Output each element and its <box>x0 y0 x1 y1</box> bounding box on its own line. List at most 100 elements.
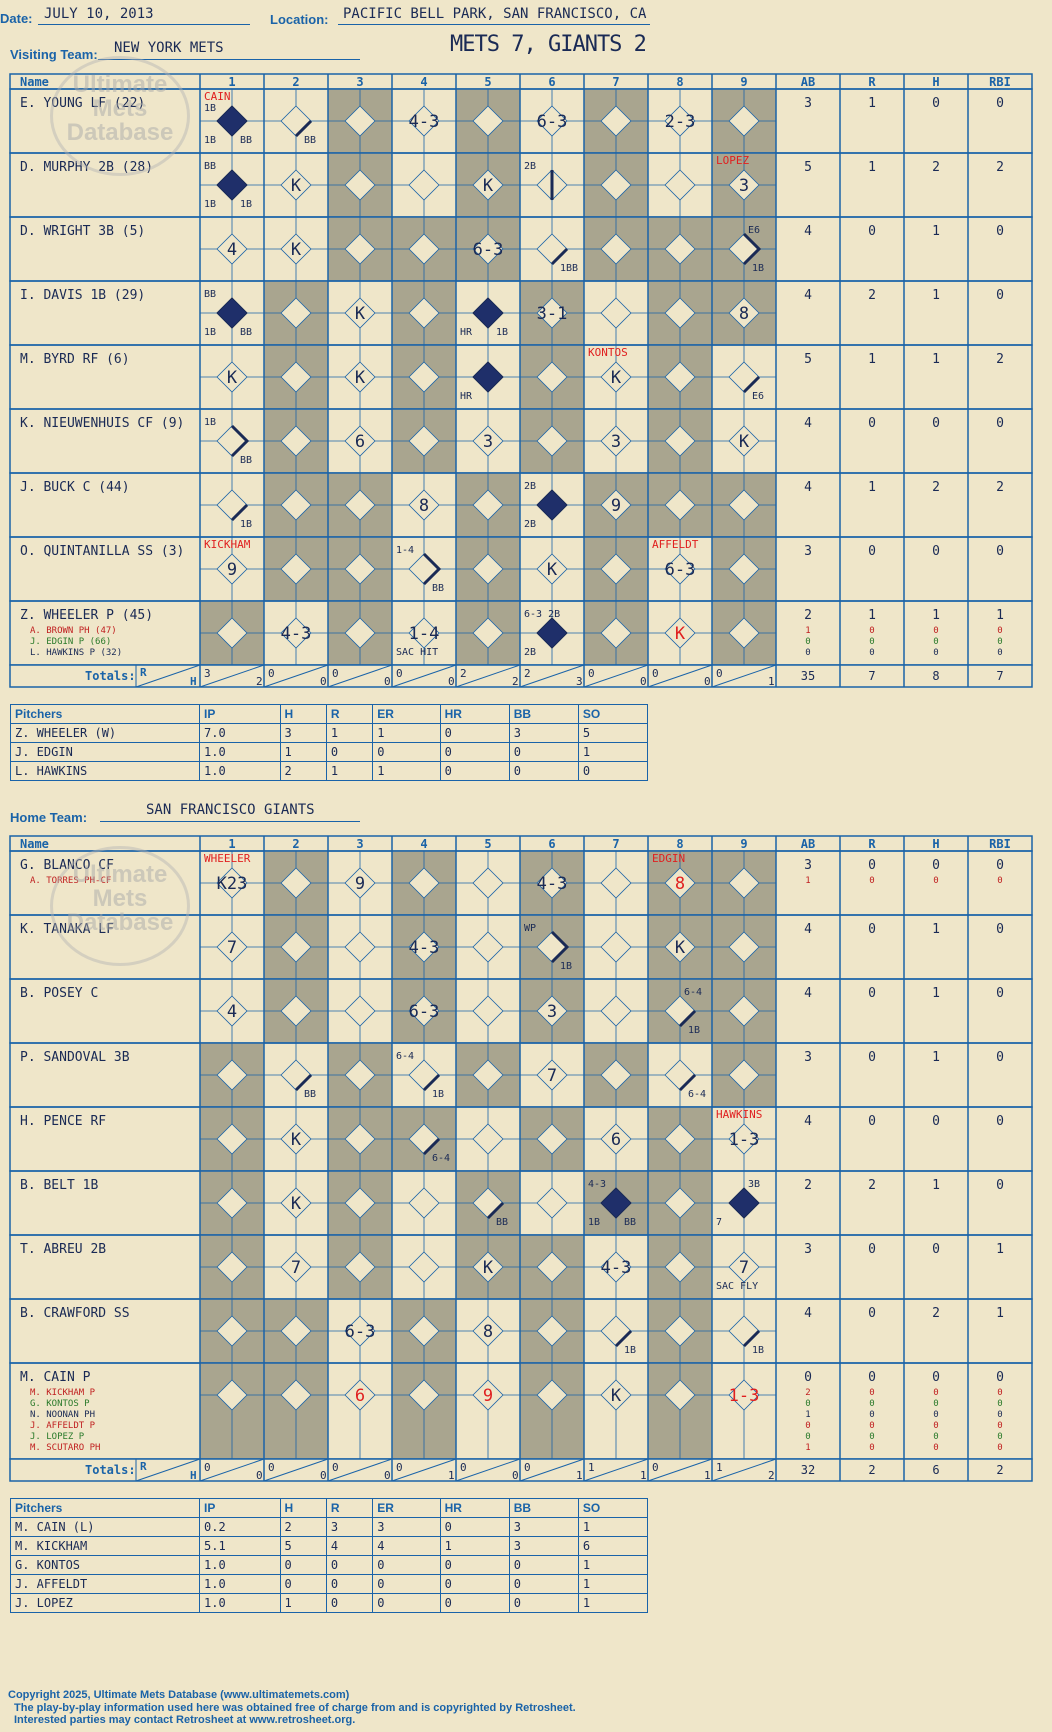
home-pitcher-stat: 0 <box>439 1574 510 1594</box>
visiting-base-diamond <box>472 553 504 585</box>
home-play-note: 1B <box>432 1089 444 1100</box>
visiting-play-result: 6-3 <box>665 560 696 580</box>
visiting-base-diamond <box>280 297 312 329</box>
home-inning-total-divider <box>519 1458 585 1482</box>
visiting-base-diamond <box>664 553 696 585</box>
home-base-path <box>294 1073 313 1092</box>
home-play-note: BB <box>304 1089 316 1100</box>
home-pitcher-name: M. CAIN (L) <box>10 1517 200 1537</box>
home-play-note: 7 <box>716 1217 722 1228</box>
visiting-inning-header-5: 5 <box>484 75 491 89</box>
visiting-base-diamond <box>344 361 376 393</box>
home-play-note: BB <box>496 1217 508 1228</box>
home-base-diamond <box>408 867 440 899</box>
visiting-play-note: SAC HIT <box>396 647 438 658</box>
home-pitcher-stat: 1 <box>577 1517 649 1537</box>
home-sub-stat: 0 <box>869 1443 874 1453</box>
visiting-stat-ab: 3 <box>804 96 812 111</box>
home-base-diamond <box>472 995 504 1027</box>
home-sub-stat: 0 <box>933 876 938 886</box>
home-pitchers-header-bb: BB <box>508 1498 579 1518</box>
visiting-inning-hits: 0 <box>448 675 455 688</box>
visiting-sub-stat: 0 <box>933 648 938 658</box>
visiting-play-note: 1B <box>240 519 252 530</box>
visiting-stat-rbi: 1 <box>996 608 1004 623</box>
visiting-play-result: K <box>291 176 302 196</box>
home-sub-stat: 1 <box>805 1443 810 1453</box>
home-team-value: SAN FRANCISCO GIANTS <box>146 802 315 818</box>
home-inning-total-divider <box>647 1458 713 1482</box>
home-play-note: WP <box>524 923 536 934</box>
visiting-base-diamond <box>280 553 312 585</box>
visiting-stat-rbi: 0 <box>996 416 1004 431</box>
home-sub-stat: 0 <box>805 1421 810 1431</box>
home-stat-ab: 0 <box>804 1370 812 1385</box>
visiting-base-diamond <box>536 553 568 585</box>
home-base-diamond <box>216 1187 248 1219</box>
home-play-result: 6 <box>355 1386 365 1406</box>
retrosheet-notice: The play-by-play information used here w… <box>14 1702 576 1714</box>
home-base-diamond <box>664 1059 696 1091</box>
home-base-diamond <box>728 1315 760 1347</box>
visiting-play-note: BB <box>240 327 252 338</box>
home-inning-header-6: 6 <box>548 837 555 851</box>
visiting-player-name: M. BYRD RF (6) <box>20 352 130 367</box>
home-pitcher-stat: 0 <box>508 1593 579 1613</box>
home-inning-hits: 0 <box>320 1469 327 1482</box>
visiting-stat-h: 1 <box>932 608 940 623</box>
home-play-note: 6-4 <box>688 1089 706 1100</box>
visiting-inning-runs: 0 <box>396 667 403 680</box>
home-inning-total-divider <box>263 1458 329 1482</box>
visiting-play-note: 1B <box>496 327 508 338</box>
home-base-diamond <box>344 1123 376 1155</box>
home-stat-h: 0 <box>932 858 940 873</box>
visiting-base-diamond <box>344 617 376 649</box>
visiting-stat-header-rbi: RBI <box>989 75 1011 89</box>
home-pitcher-stat: 0 <box>439 1555 510 1575</box>
visiting-play-result: K <box>675 624 686 644</box>
visiting-pitcher-stat: 1 <box>325 723 374 743</box>
visiting-sub-stat: 0 <box>933 637 938 647</box>
home-play-result: 6 <box>611 1130 621 1150</box>
home-pitcher-stat: 0 <box>279 1574 327 1594</box>
visiting-base-diamond <box>408 233 440 265</box>
home-sub-player: G. KONTOS P <box>30 1399 90 1409</box>
home-inning-header-4: 4 <box>420 837 427 851</box>
home-play-note: 1B <box>752 1345 764 1356</box>
home-stat-ab: 3 <box>804 1050 812 1065</box>
home-inning-hits: 0 <box>384 1469 391 1482</box>
visiting-sub-stat: 0 <box>805 648 810 658</box>
home-pitcher-stat: 1 <box>439 1536 510 1556</box>
home-pitcher-stat: 2 <box>279 1517 327 1537</box>
visiting-play-result: 9 <box>227 560 237 580</box>
visiting-inning-header-4: 4 <box>420 75 427 89</box>
home-base-diamond <box>280 931 312 963</box>
visiting-base-diamond <box>216 617 248 649</box>
visiting-base-diamond <box>408 105 440 137</box>
visiting-run-scored-diamond <box>216 169 248 201</box>
visiting-play-result: 3 <box>483 432 493 452</box>
home-stat-h: 1 <box>932 986 940 1001</box>
home-inning-total-divider <box>711 1458 777 1482</box>
watermark-logo-home: Ultimate Mets Database <box>50 846 190 966</box>
home-stat-r: 0 <box>868 1370 876 1385</box>
home-base-diamond <box>664 1251 696 1283</box>
visiting-inning-header-7: 7 <box>612 75 619 89</box>
visiting-base-path <box>230 503 249 522</box>
copyright-text: Copyright 2025, Ultimate Mets Database (… <box>8 1689 350 1701</box>
visiting-stat-rbi: 2 <box>996 480 1004 495</box>
home-pitchers-table: Pitchers IP H R ER HR BB SO M. CAIN (L) 0.2 2 3 3 0 3 1… <box>10 1498 649 1613</box>
home-play-result: K <box>611 1386 622 1406</box>
home-total-rbi: 2 <box>996 1463 1003 1477</box>
home-play-note: 6-4 <box>396 1051 414 1062</box>
visiting-inning-runs: 2 <box>524 667 531 680</box>
visiting-base-path <box>742 232 762 266</box>
home-base-diamond <box>664 931 696 963</box>
home-inning-header-9: 9 <box>740 837 747 851</box>
home-r-label: R <box>140 1460 147 1473</box>
home-base-diamond <box>600 867 632 899</box>
visiting-play-result: 4-3 <box>281 624 312 644</box>
home-base-diamond <box>600 1059 632 1091</box>
home-total-ab: 32 <box>801 1463 815 1477</box>
